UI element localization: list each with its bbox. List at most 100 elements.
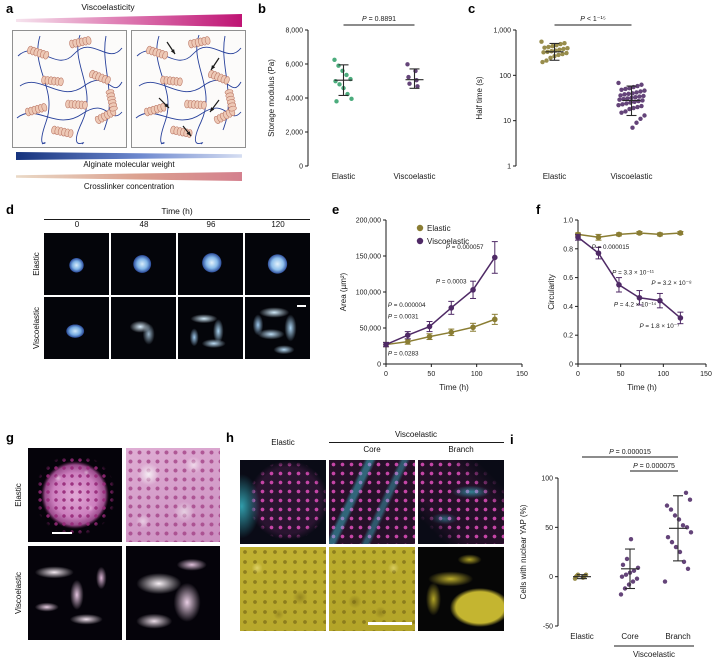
d-row-label-viscoelastic: Viscoelastic bbox=[32, 306, 41, 350]
svg-text:50: 50 bbox=[427, 371, 435, 378]
micrograph-g-viscoelastic-overview bbox=[28, 546, 122, 640]
g-row-label-elastic: Elastic bbox=[14, 483, 23, 507]
panel-label-d: d bbox=[6, 202, 14, 217]
svg-text:Viscoelastic: Viscoelastic bbox=[427, 237, 469, 246]
svg-text:P = 0.0003: P = 0.0003 bbox=[436, 278, 467, 285]
svg-text:100: 100 bbox=[541, 476, 553, 483]
g-row-label-viscoelastic: Viscoelastic bbox=[14, 571, 23, 615]
panel-label-g: g bbox=[6, 430, 14, 445]
panel-label-a: a bbox=[6, 1, 14, 16]
svg-text:150: 150 bbox=[516, 371, 528, 378]
circularity-chart: 0 0.2 0.4 0.6 0.8 1.0 0 50 100 150 Circularity Time… bbox=[542, 208, 716, 405]
svg-text:Storage modulus (Pa): Storage modulus (Pa) bbox=[267, 59, 276, 137]
svg-text:Circularity: Circularity bbox=[547, 274, 556, 310]
h-col-elastic: Elastic bbox=[271, 438, 295, 447]
svg-text:Elastic: Elastic bbox=[543, 172, 567, 181]
micrograph-viscoelastic-48h bbox=[111, 297, 176, 359]
svg-text:Time (h): Time (h) bbox=[439, 383, 469, 392]
svg-text:Branch: Branch bbox=[665, 632, 690, 641]
svg-text:50,000: 50,000 bbox=[360, 326, 382, 333]
h-group-line bbox=[329, 442, 504, 443]
svg-text:Elastic: Elastic bbox=[427, 224, 451, 233]
svg-text:6,000: 6,000 bbox=[285, 62, 303, 69]
svg-text:2,000: 2,000 bbox=[285, 130, 303, 137]
timepoint-96: 96 bbox=[206, 220, 216, 229]
svg-text:1,000: 1,000 bbox=[493, 28, 511, 35]
panel-label-h: h bbox=[226, 430, 234, 445]
svg-text:Viscoelastic: Viscoelastic bbox=[393, 172, 435, 181]
timepoint-120: 120 bbox=[271, 220, 285, 229]
svg-text:0: 0 bbox=[549, 574, 553, 581]
panel-label-c: c bbox=[468, 1, 476, 16]
svg-text:50: 50 bbox=[617, 371, 625, 378]
panel-label-i: i bbox=[510, 432, 514, 447]
alginate-label: Alginate molecular weight bbox=[83, 160, 175, 169]
scale-bar bbox=[52, 531, 72, 534]
svg-text:P = 0.8891: P = 0.8891 bbox=[362, 16, 396, 23]
panel-label-f: f bbox=[536, 202, 541, 217]
elastic-network-schematic bbox=[12, 30, 127, 148]
crosslinker-label: Crosslinker concentration bbox=[83, 182, 175, 191]
svg-text:P = 0.000015: P = 0.000015 bbox=[592, 244, 630, 251]
svg-text:Elastic: Elastic bbox=[332, 172, 356, 181]
svg-text:0.6: 0.6 bbox=[563, 275, 573, 282]
timepoint-0: 0 bbox=[74, 220, 80, 229]
micrograph-g-elastic-zoom bbox=[126, 448, 220, 542]
svg-text:P < 1⁻¹⁵: P < 1⁻¹⁵ bbox=[580, 16, 606, 23]
micrograph-elastic-0h bbox=[44, 233, 109, 295]
h-subcol-branch: Branch bbox=[448, 445, 474, 454]
micrograph-viscoelastic-96h bbox=[178, 297, 243, 359]
panel-label-e: e bbox=[332, 202, 340, 217]
svg-text:Area (µm²): Area (µm²) bbox=[339, 272, 348, 311]
micrograph-h-top-core bbox=[329, 460, 415, 544]
svg-text:Viscoelastic: Viscoelastic bbox=[633, 650, 675, 659]
nuclear-yap-chart: -50 0 50 100 Cells with nuclear YAP (%) Elast… bbox=[514, 438, 716, 671]
panel-label-b: b bbox=[258, 1, 266, 16]
time-header: Time (h) bbox=[161, 206, 193, 216]
svg-text:200,000: 200,000 bbox=[356, 218, 381, 225]
svg-text:8,000: 8,000 bbox=[285, 28, 303, 35]
svg-text:0.2: 0.2 bbox=[563, 333, 573, 340]
svg-text:0.8: 0.8 bbox=[563, 246, 573, 253]
micrograph-g-elastic-overview bbox=[28, 448, 122, 542]
viscoelasticity-gradient-wedge bbox=[16, 14, 242, 27]
svg-text:P = 0.0283: P = 0.0283 bbox=[388, 350, 419, 357]
svg-text:0.4: 0.4 bbox=[563, 304, 573, 311]
svg-text:150,000: 150,000 bbox=[356, 254, 381, 261]
svg-text:4,000: 4,000 bbox=[285, 96, 303, 103]
svg-text:150: 150 bbox=[700, 371, 712, 378]
svg-text:0: 0 bbox=[377, 362, 381, 369]
svg-text:0: 0 bbox=[299, 164, 303, 171]
svg-text:100,000: 100,000 bbox=[356, 290, 381, 297]
svg-text:P = 3.3 × 10⁻¹¹: P = 3.3 × 10⁻¹¹ bbox=[612, 270, 654, 277]
micrograph-elastic-48h bbox=[111, 233, 176, 295]
svg-text:0: 0 bbox=[384, 371, 388, 378]
svg-text:Half time (s): Half time (s) bbox=[475, 76, 484, 119]
svg-text:P = 0.000015: P = 0.000015 bbox=[609, 449, 651, 456]
svg-text:1: 1 bbox=[507, 164, 511, 171]
d-row-label-elastic: Elastic bbox=[32, 252, 41, 276]
micrograph-viscoelastic-0h bbox=[44, 297, 109, 359]
micrograph-g-viscoelastic-zoom bbox=[126, 546, 220, 640]
svg-text:P = 0.000004: P = 0.000004 bbox=[388, 302, 426, 309]
viscoelasticity-label: Viscoelasticity bbox=[81, 2, 135, 12]
micrograph-h-bottom-core bbox=[329, 547, 415, 631]
svg-text:Viscoelastic: Viscoelastic bbox=[610, 172, 652, 181]
micrograph-h-bottom-elastic bbox=[240, 547, 326, 631]
alginate-gradient-wedge bbox=[16, 152, 242, 160]
svg-text:100: 100 bbox=[499, 73, 511, 80]
micrograph-elastic-96h bbox=[178, 233, 243, 295]
micrograph-h-bottom-branch bbox=[418, 547, 504, 631]
micrograph-viscoelastic-120h bbox=[245, 297, 310, 359]
svg-text:P = 1.8 × 10⁻⁷: P = 1.8 × 10⁻⁷ bbox=[639, 323, 680, 330]
svg-text:1.0: 1.0 bbox=[563, 218, 573, 225]
svg-text:-50: -50 bbox=[543, 624, 553, 631]
micrograph-h-top-branch bbox=[418, 460, 504, 544]
time-header-line bbox=[44, 219, 310, 220]
svg-text:P = 0.000057: P = 0.000057 bbox=[446, 244, 484, 251]
svg-text:P = 4.2 × 10⁻¹⁴: P = 4.2 × 10⁻¹⁴ bbox=[614, 301, 657, 308]
viscoelastic-network-svg bbox=[131, 30, 246, 148]
svg-text:10: 10 bbox=[503, 118, 511, 125]
h-group-viscoelastic: Viscoelastic bbox=[394, 430, 438, 439]
